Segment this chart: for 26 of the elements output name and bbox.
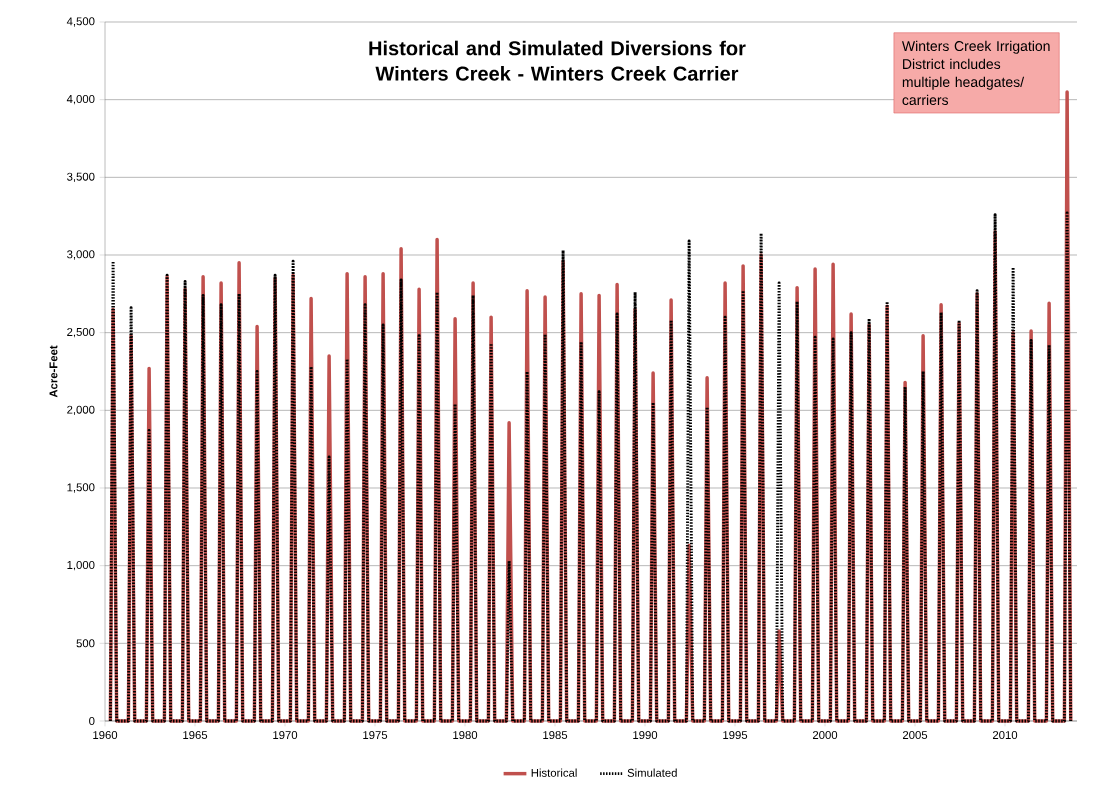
y-tick-label: 2,000 <box>67 405 95 415</box>
x-tick-label: 1975 <box>363 731 388 740</box>
legend-label: Historical <box>531 768 577 777</box>
x-tick-label: 1965 <box>183 731 208 740</box>
x-tick-label: 1985 <box>543 731 568 740</box>
y-tick-label: 3,500 <box>67 172 95 182</box>
y-tick-label: 3,000 <box>67 250 95 260</box>
y-tick-label: 500 <box>76 639 95 648</box>
x-tick-label: 1995 <box>723 731 748 740</box>
y-axis-title: Acre-Feet <box>49 345 58 398</box>
y-tick-label: 2,500 <box>67 327 95 338</box>
x-tick-label: 2010 <box>992 731 1018 740</box>
text: Historical and Simulated Diversions for Winters Creek - Winters Creek Carrier <box>369 40 746 81</box>
y-tick-label: 4,500 <box>66 17 95 27</box>
x-tick-label: 1970 <box>273 731 298 740</box>
y-tick-label: 1,000 <box>67 560 95 571</box>
x-tick-label: 1990 <box>633 731 658 740</box>
annotation: Winters Creek Irrigation District includes multiple headgates/ carriers <box>901 40 1050 106</box>
x-tick-label: 2005 <box>902 731 928 740</box>
y-tick-label: 0 <box>89 717 95 725</box>
legend-label: Simulated <box>627 768 677 777</box>
y-tick-label: 4,000 <box>66 94 95 105</box>
y-tick-label: 1,500 <box>67 483 95 493</box>
x-tick-label: 1960 <box>93 731 118 740</box>
x-tick-label: 1980 <box>453 731 478 740</box>
x-tick-label: 2000 <box>812 731 838 740</box>
